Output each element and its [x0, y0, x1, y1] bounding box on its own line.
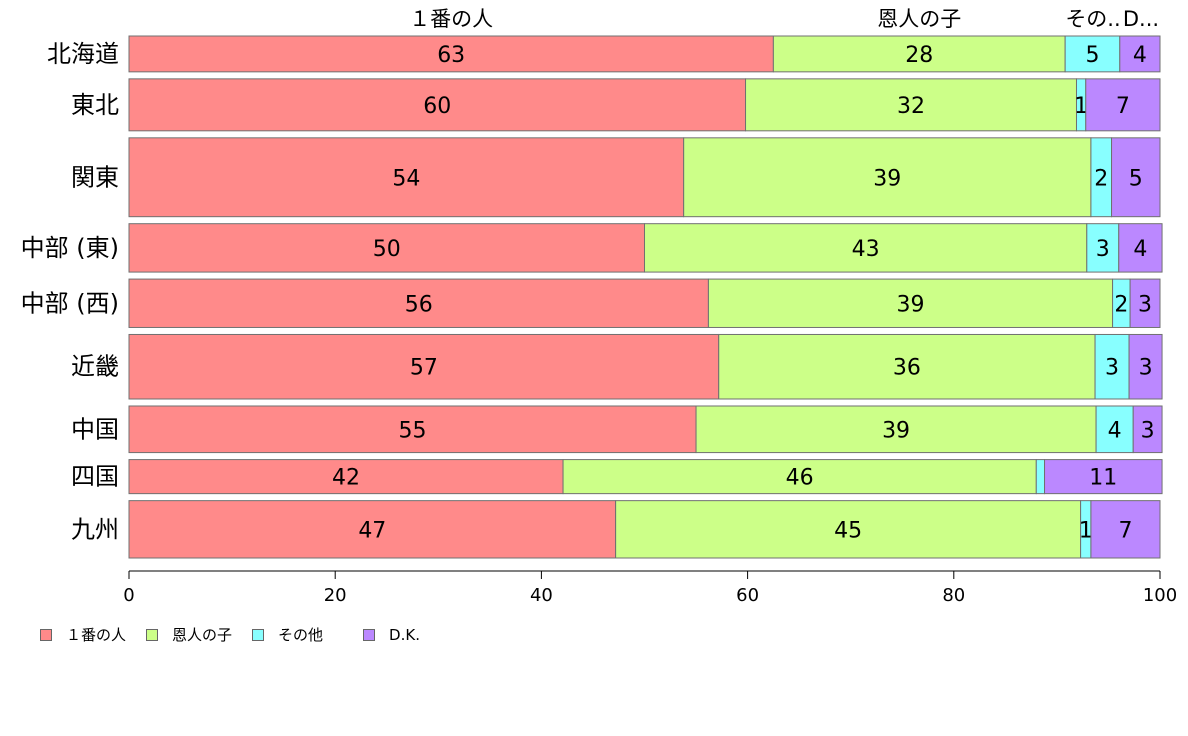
- data-label: 3: [1141, 418, 1155, 443]
- legend-label-series-4: D.K.: [389, 625, 420, 644]
- data-label: 39: [882, 418, 910, 443]
- category-label: 近畿: [71, 353, 119, 381]
- data-label: 1: [1074, 94, 1088, 119]
- data-label: 63: [437, 43, 465, 68]
- category-label: 中部 (東): [21, 234, 119, 262]
- data-label: 2: [1094, 166, 1108, 191]
- data-label: 43: [852, 237, 880, 262]
- data-label: 56: [405, 292, 433, 317]
- x-tick-label: 0: [123, 585, 134, 606]
- bar-segment: [128, 500, 617, 559]
- bar-segment: [1085, 78, 1161, 132]
- legend-item-series-4: D.K.: [363, 626, 420, 644]
- bar-segment: [683, 137, 1092, 218]
- data-label: 46: [786, 466, 814, 491]
- bar-segment: [745, 78, 1077, 132]
- series-top-label: １番の人: [409, 7, 493, 31]
- x-tick-label: 80: [942, 585, 965, 606]
- data-label: 3: [1138, 292, 1152, 317]
- bar-segment: [1035, 459, 1046, 495]
- x-tick-label: 20: [324, 585, 347, 606]
- bar-segment: [615, 500, 1082, 559]
- legend-swatch-series-4: [363, 628, 376, 641]
- data-label: 47: [358, 518, 386, 543]
- legend-swatch-series-3: [252, 628, 265, 641]
- legend-label-series-2: 恩人の子: [172, 626, 233, 644]
- bar-segment: [695, 405, 1097, 454]
- data-label: 7: [1116, 94, 1130, 119]
- data-label: 39: [873, 166, 901, 191]
- legend: １番の人 恩人の子 その他 D.K.: [40, 624, 440, 645]
- data-label: 7: [1118, 518, 1132, 543]
- legend-swatch-series-1: [40, 628, 52, 641]
- legend-item-series-1: １番の人: [40, 624, 126, 645]
- data-label: 5: [1085, 43, 1099, 68]
- category-label: 北海道: [47, 40, 119, 68]
- bar-segment: [128, 278, 709, 328]
- data-label: 50: [373, 237, 401, 262]
- x-tick-label: 40: [530, 585, 553, 606]
- bar-segment: [128, 333, 720, 400]
- data-label: 60: [423, 94, 451, 119]
- category-label: 中部 (西): [21, 289, 119, 317]
- series-top-label: D...: [1123, 7, 1159, 31]
- category-label: 関東: [71, 163, 119, 191]
- x-tick-label: 60: [736, 585, 759, 606]
- category-label: 九州: [71, 515, 119, 543]
- bar-segment: [1118, 223, 1163, 273]
- data-label: 32: [897, 94, 925, 119]
- category-label: 中国: [71, 415, 119, 443]
- category-label: 東北: [71, 91, 119, 119]
- bar-segment: [1044, 459, 1163, 495]
- bar-segment: [128, 78, 747, 132]
- bar-segment: [707, 278, 1114, 328]
- x-tick-label: 100: [1143, 585, 1177, 606]
- data-label: 42: [332, 466, 360, 491]
- legend-item-series-2: 恩人の子: [146, 624, 232, 645]
- category-label: 四国: [71, 463, 119, 491]
- bar-segment: [718, 333, 1096, 400]
- bar-segment: [1128, 333, 1163, 400]
- legend-label-series-3: その他: [278, 626, 324, 644]
- bar-segment: [1094, 333, 1130, 400]
- series-top-label: その..: [1065, 7, 1120, 31]
- data-label: 2: [1114, 292, 1128, 317]
- data-label: 4: [1108, 418, 1122, 443]
- data-label: 54: [392, 166, 420, 191]
- bar-segment: [1132, 405, 1163, 454]
- bar-segment: [1119, 35, 1161, 73]
- legend-swatch-series-2: [146, 628, 159, 641]
- bar-segment: [128, 459, 564, 495]
- data-label: 28: [905, 43, 933, 68]
- data-label: 4: [1133, 43, 1147, 68]
- bar-segment: [128, 405, 697, 454]
- bar-segment: [128, 35, 774, 73]
- bar-segment: [1129, 278, 1161, 328]
- legend-item-series-3: その他: [252, 624, 323, 645]
- bar-segment: [1111, 137, 1161, 218]
- bar-segment: [1090, 500, 1161, 559]
- bar-segment: [128, 223, 645, 273]
- data-label: 45: [834, 518, 862, 543]
- data-label: 1: [1079, 518, 1093, 543]
- data-label: 3: [1096, 237, 1110, 262]
- data-label: 39: [896, 292, 924, 317]
- data-label: 36: [893, 356, 921, 381]
- data-label: 3: [1139, 356, 1153, 381]
- data-label: 5: [1129, 166, 1143, 191]
- data-label: 11: [1089, 466, 1117, 491]
- data-label: 55: [399, 418, 427, 443]
- legend-label-series-1: １番の人: [66, 626, 127, 644]
- bar-segment: [772, 35, 1066, 73]
- data-label: 4: [1133, 237, 1147, 262]
- bar-segment: [644, 223, 1088, 273]
- data-label: 3: [1105, 356, 1119, 381]
- series-top-label: 恩人の子: [877, 7, 961, 31]
- data-label: 57: [410, 356, 438, 381]
